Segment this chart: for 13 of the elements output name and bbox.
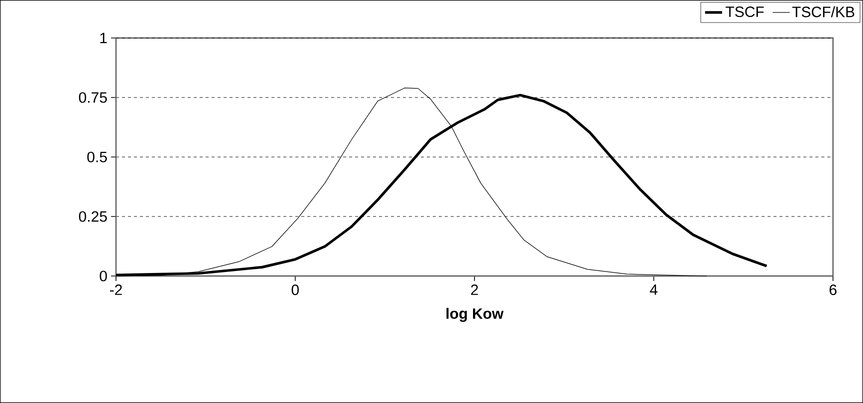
y-tick-label: 0.25 bbox=[78, 211, 107, 222]
x-tick-label: 4 bbox=[650, 284, 658, 295]
x-axis-title: log Kow bbox=[446, 308, 504, 322]
legend-label: TSCF bbox=[726, 6, 764, 18]
x-tick-label: -2 bbox=[110, 284, 122, 295]
y-tick-label: 0.75 bbox=[78, 92, 107, 103]
x-tick-label: 2 bbox=[471, 284, 478, 295]
x-tick-label: 6 bbox=[830, 284, 836, 296]
y-tick-label: 0 bbox=[100, 270, 107, 282]
x-tick-label: 0 bbox=[292, 284, 299, 296]
legend-label: TSCF/KB bbox=[792, 6, 854, 18]
y-tick-label: 1 bbox=[100, 32, 107, 44]
y-tick-label: 0.5 bbox=[87, 152, 107, 162]
